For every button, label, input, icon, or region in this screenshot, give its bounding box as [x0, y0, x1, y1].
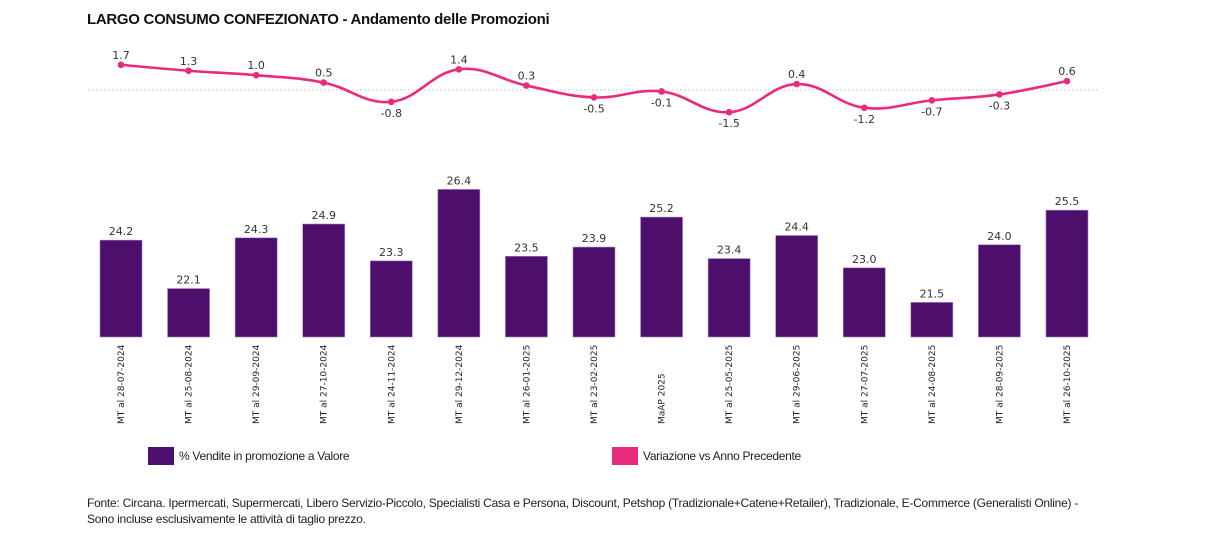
line-point	[252, 71, 260, 79]
x-tick-label: MT al 25-08-2024	[185, 344, 195, 424]
bar	[99, 239, 143, 338]
bar-chart: 24.2 22.1 24.3 24.9 23.3 26.4 23.5 23.9 25.2 23.4…	[99, 174, 1089, 338]
bar	[707, 258, 751, 338]
line-value-label: 0.4	[788, 68, 806, 81]
x-tick-label: MT al 27-10-2024	[320, 344, 330, 424]
line-point	[455, 65, 463, 73]
bar	[640, 216, 683, 338]
source-note: Fonte: Circana. Ipermercati, Supermercat…	[87, 495, 1078, 527]
line-chart: 1.7 1.3 1.0 0.5 -0.8 1.4 0.3 -0.5 -0.1 -1.5 0.4 -1.…	[88, 49, 1100, 130]
bar	[775, 235, 819, 338]
bar-value-label: 24.3	[244, 223, 269, 236]
bar-value-label: 23.0	[852, 253, 877, 266]
bar	[910, 302, 954, 338]
bar	[978, 244, 1021, 338]
line-point	[996, 91, 1003, 98]
bar	[167, 288, 210, 338]
line-point	[523, 82, 530, 89]
bar	[842, 267, 886, 338]
x-tick-label: MT al 28-07-2024	[117, 344, 127, 424]
line-point	[185, 67, 192, 75]
bar	[234, 237, 278, 338]
bar-value-label: 24.4	[784, 221, 809, 234]
bar-value-label: 23.9	[582, 232, 607, 245]
line-value-label: 0.5	[315, 67, 333, 80]
x-tick-label: MT al 29-06-2025	[793, 345, 803, 424]
legend-swatch-line	[612, 447, 638, 465]
line-point	[928, 97, 936, 104]
line-value-label: -1.2	[854, 113, 875, 126]
bar-value-label: 22.1	[176, 274, 201, 287]
source-note-line-2: Sono incluse esclusivamente le attività …	[87, 512, 366, 526]
bar-value-label: 24.0	[987, 230, 1012, 243]
line-value-label: 1.0	[247, 59, 265, 72]
legend-item-promo-sales: % Vendite in promozione a Valore	[148, 447, 350, 465]
line-point	[590, 94, 598, 101]
legend-swatch-bar	[148, 447, 174, 465]
x-tick-label: MT al 26-01-2025	[522, 345, 532, 424]
x-tick-label: MT al 24-11-2024	[387, 344, 397, 424]
x-tick-label: MT al 29-12-2024	[455, 344, 465, 424]
line-value-label: 1.4	[450, 53, 468, 66]
legend-label: % Vendite in promozione a Valore	[179, 449, 350, 463]
x-tick-label: MT al 26-10-2025	[1063, 345, 1073, 424]
x-tick-label: MaAP 2025	[658, 373, 668, 424]
bar-value-label: 24.2	[109, 225, 134, 238]
line-value-label: -0.8	[381, 107, 402, 120]
x-tick-label: MT al 23-02-2025	[590, 345, 600, 424]
bar	[505, 255, 548, 338]
bar-value-label: 24.9	[311, 209, 336, 222]
line-value-label: -0.1	[651, 96, 672, 109]
line-value-label: 0.6	[1058, 65, 1076, 78]
line-value-label: -1.5	[718, 117, 739, 130]
bar-value-label: 21.5	[920, 287, 945, 300]
line-point	[320, 79, 328, 86]
line-point	[658, 88, 665, 95]
line-value-label: -0.5	[583, 102, 604, 115]
x-tick-label: MT al 24-08-2025	[928, 345, 938, 424]
line-point	[117, 61, 125, 69]
line-point	[387, 98, 395, 106]
x-tick-label: MT al 27-07-2025	[860, 345, 870, 424]
bar	[437, 189, 481, 338]
line-value-label: -0.3	[989, 99, 1010, 112]
legend-item-yoy-change: Variazione vs Anno Precedente	[612, 447, 801, 465]
bar-value-label: 23.4	[717, 244, 742, 257]
bar-value-label: 23.3	[379, 246, 404, 259]
bar	[369, 260, 413, 338]
x-tick-label: MT al 28-09-2025	[995, 345, 1005, 424]
x-axis: MT al 28-07-2024 MT al 25-08-2024 MT al 29…	[117, 344, 1073, 424]
bar-value-label: 23.5	[514, 241, 539, 254]
x-tick-label: MT al 25-05-2025	[725, 345, 735, 424]
line-value-label: 0.3	[518, 70, 536, 83]
line-value-label: 1.7	[112, 49, 130, 62]
line-point	[725, 108, 733, 116]
chart-title: LARGO CONSUMO CONFEZIONATO - Andamento d…	[87, 11, 550, 28]
bar	[302, 223, 346, 338]
line-value-label: -0.7	[921, 105, 942, 118]
bar	[1045, 209, 1089, 338]
legend-label: Variazione vs Anno Precedente	[643, 449, 801, 463]
bar	[572, 246, 616, 338]
line-point	[860, 104, 868, 112]
line-point	[793, 80, 800, 88]
x-tick-label: MT al 29-09-2024	[252, 344, 262, 424]
bar-value-label: 25.2	[649, 202, 674, 215]
bar-value-label: 26.4	[447, 174, 472, 187]
source-note-line-1: Fonte: Circana. Ipermercati, Supermercat…	[87, 496, 1079, 510]
bar-value-label: 25.5	[1055, 195, 1080, 208]
line-value-label: 1.3	[180, 55, 198, 68]
line-point	[1063, 77, 1071, 85]
